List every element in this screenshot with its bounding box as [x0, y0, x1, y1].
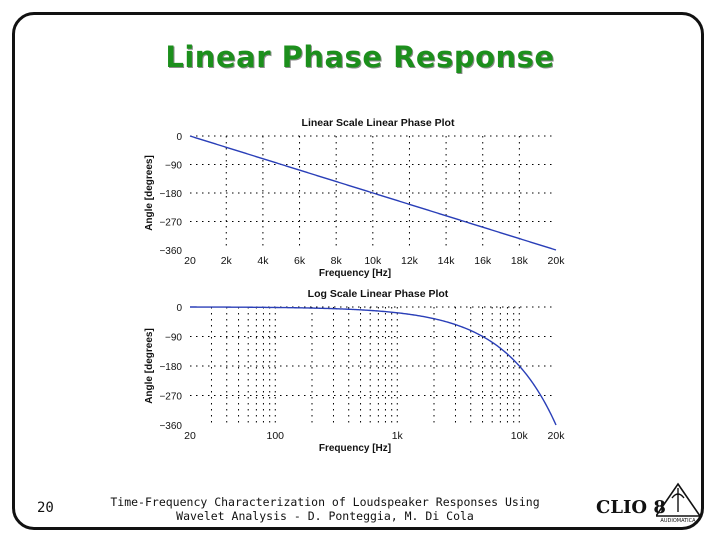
- page-number: 20: [37, 500, 54, 516]
- x-tick-label: 14k: [438, 255, 456, 267]
- logo-subtext: AUDIOMATICA: [660, 518, 696, 524]
- y-tick-label: 0: [176, 303, 182, 314]
- y-tick-label: −270: [159, 218, 182, 229]
- x-tick-label: 20k: [548, 255, 566, 267]
- chart-title: Linear Scale Linear Phase Plot: [302, 117, 455, 129]
- y-tick-label: −90: [165, 333, 182, 344]
- x-tick-label: 4k: [257, 255, 269, 267]
- y-axis-label: Angle [degrees]: [144, 328, 155, 404]
- x-axis-label: Frequency [Hz]: [319, 268, 391, 279]
- x-tick-label: 20: [184, 255, 196, 267]
- x-tick-label: 1k: [392, 430, 404, 442]
- x-tick-label: 100: [267, 430, 285, 442]
- y-tick-label: −180: [159, 189, 182, 200]
- y-axis-label: Angle [degrees]: [144, 155, 155, 231]
- footer-line-1: Time-Frequency Characterization of Louds…: [110, 495, 540, 509]
- x-tick-label: 16k: [474, 255, 492, 267]
- x-tick-label: 8k: [331, 255, 343, 267]
- chart-title: Log Scale Linear Phase Plot: [308, 288, 449, 300]
- y-tick-label: −360: [159, 246, 182, 257]
- x-axis-label: Frequency [Hz]: [319, 443, 391, 454]
- footer-citation: Time-Frequency Characterization of Louds…: [90, 495, 560, 523]
- x-tick-label: 20k: [548, 430, 566, 442]
- audiomatica-logo-icon: AUDIOMATICA: [656, 482, 702, 524]
- x-tick-label: 10k: [364, 255, 382, 267]
- clio-logo-text: CLIO 8: [596, 497, 666, 518]
- footer-line-2: Wavelet Analysis - D. Ponteggia, M. Di C…: [176, 509, 474, 523]
- y-tick-label: −90: [165, 161, 182, 172]
- x-tick-label: 20: [184, 430, 196, 442]
- y-tick-label: −360: [159, 421, 182, 432]
- x-tick-label: 10k: [511, 430, 529, 442]
- x-tick-label: 18k: [511, 255, 529, 267]
- y-tick-label: −180: [159, 362, 182, 373]
- x-tick-label: 6k: [294, 255, 306, 267]
- x-tick-label: 12k: [401, 255, 419, 267]
- y-tick-label: −270: [159, 392, 182, 403]
- slide-frame: [12, 12, 704, 530]
- phase-curve: [190, 306, 557, 426]
- slide-title: Linear Phase Response: [165, 40, 555, 74]
- y-tick-label: 0: [176, 132, 182, 143]
- x-tick-label: 2k: [221, 255, 233, 267]
- phase-curve: [189, 135, 557, 251]
